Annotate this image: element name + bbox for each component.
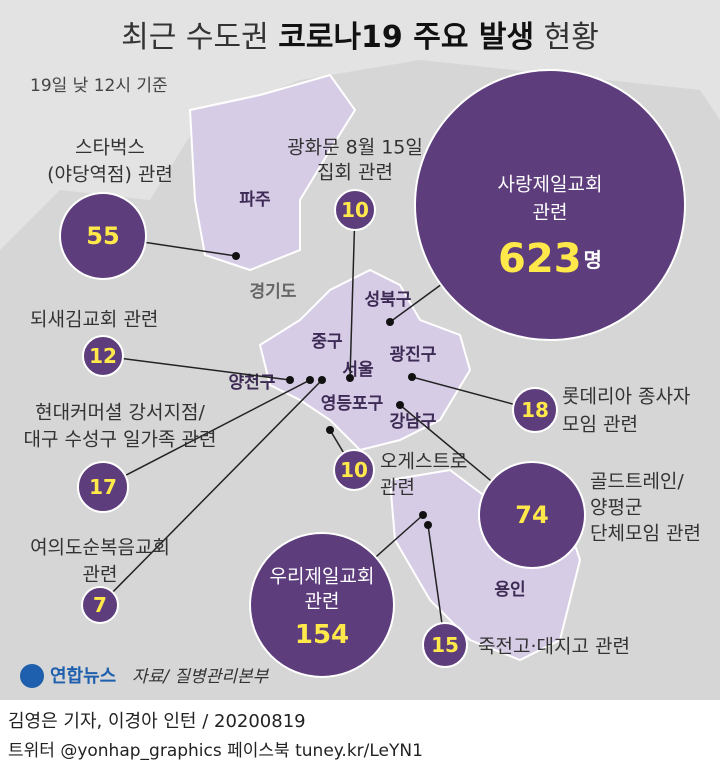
dot xyxy=(232,252,240,260)
bubble xyxy=(333,449,375,491)
bubble xyxy=(249,532,395,678)
bubble xyxy=(422,622,468,668)
bubble xyxy=(59,192,147,280)
dot xyxy=(286,376,294,384)
cluster-label: 현대커머셜 강서지점/ xyxy=(35,402,205,424)
dot xyxy=(419,511,427,519)
cluster-label: 대구 수성구 일가족 관련 xyxy=(24,429,217,451)
cluster-label: 오게스트로 xyxy=(380,451,467,473)
value: 15 xyxy=(431,633,459,657)
region-label: 영등포구 xyxy=(321,394,384,414)
dot xyxy=(424,521,432,529)
cluster-label: (야당역점) 관련 xyxy=(47,164,173,186)
bubble xyxy=(414,69,686,341)
cluster-value: 12 xyxy=(89,344,117,368)
region-label: 양천구 xyxy=(229,373,276,393)
value: 7 xyxy=(93,593,107,617)
source: 자료/ 질병관리본부 xyxy=(132,667,270,687)
unit: 명 xyxy=(584,248,602,272)
cluster-value: 18 xyxy=(521,398,549,422)
cluster-label: 집회 관련 xyxy=(317,162,393,184)
region-label: 성북구 xyxy=(365,290,412,310)
title-part: 최근 수도권 xyxy=(121,20,269,55)
value: 10 xyxy=(341,198,369,222)
cluster-label: 관련 xyxy=(380,477,415,499)
value: 12 xyxy=(89,344,117,368)
bubble xyxy=(82,335,124,377)
cluster-label: 스타벅스 xyxy=(75,137,145,159)
region-label: 용인 xyxy=(494,580,525,600)
logo-icon xyxy=(20,664,44,688)
title-part: 코로나19 주요 발생 xyxy=(278,20,534,55)
paju-area xyxy=(188,73,357,272)
bubble xyxy=(478,461,586,569)
note: 19일 낮 12시 기준 xyxy=(30,76,168,96)
value: 623 xyxy=(498,236,582,282)
cluster-label: 롯데리아 종사자 xyxy=(562,386,690,408)
region-label: 경기도 xyxy=(250,282,297,302)
cluster-value: 10 xyxy=(340,458,368,482)
dot xyxy=(306,376,314,384)
dot xyxy=(386,318,394,326)
cluster-value: 623 명 xyxy=(498,236,602,282)
dot xyxy=(326,426,334,434)
cluster-value: 15 xyxy=(431,633,459,657)
cluster-value: 55 xyxy=(86,222,119,250)
cluster-label: 사랑제일교회 xyxy=(498,174,603,196)
cluster-label: 되새김교회 관련 xyxy=(30,309,158,331)
title-part: 현황 xyxy=(544,20,599,55)
bubble xyxy=(512,387,558,433)
logo: 연합뉴스 xyxy=(50,665,116,687)
cluster-label: 광화문 8월 15일 xyxy=(287,137,423,159)
cluster-label: 골드트레인/ xyxy=(590,471,684,493)
cluster-value: 17 xyxy=(89,475,117,499)
cluster-label: 죽전고·대지고 관련 xyxy=(478,636,630,658)
cluster-value: 10 xyxy=(341,198,369,222)
social: 트위터 @yonhap_graphics 페이스북 tuney.kr/LeYN1 xyxy=(8,741,423,761)
cluster-value: 154 xyxy=(295,620,349,650)
region-label: 광진구 xyxy=(390,345,437,365)
bubble xyxy=(81,586,119,624)
connector xyxy=(102,355,291,381)
cluster-label: 관련 xyxy=(305,591,340,613)
credit: 김영은 기자, 이경아 인턴 / 20200819 xyxy=(8,711,306,732)
connector xyxy=(349,209,356,379)
value: 17 xyxy=(89,475,117,499)
value: 154 xyxy=(295,620,349,650)
region-label: 강남구 xyxy=(390,412,437,432)
cluster-label: 양평군 xyxy=(590,497,642,519)
region-label: 파주 xyxy=(239,190,271,210)
cluster-label: 모임 관련 xyxy=(562,414,638,436)
dot xyxy=(318,376,326,384)
dot xyxy=(408,373,416,381)
value: 18 xyxy=(521,398,549,422)
cluster-label: 단체모임 관련 xyxy=(590,523,701,545)
dot xyxy=(396,401,404,409)
value: 55 xyxy=(86,222,119,250)
seoul-area xyxy=(258,268,472,452)
footer-bg xyxy=(0,700,720,767)
dot xyxy=(346,374,354,382)
cluster-label: 우리제일교회 xyxy=(270,566,375,588)
connector xyxy=(102,379,311,488)
cluster-value: 74 xyxy=(515,501,548,529)
connector xyxy=(99,379,323,606)
cluster-value: 7 xyxy=(93,593,107,617)
title: 최근 수도권 코로나19 주요 발생 현황 xyxy=(121,20,599,55)
cluster-label: 여의도순복음교회 xyxy=(30,537,170,559)
region-label: 중구 xyxy=(311,332,343,352)
value: 10 xyxy=(340,458,368,482)
bubble xyxy=(77,461,129,513)
bubble xyxy=(334,189,376,231)
cluster-label: 관련 xyxy=(83,564,118,586)
value: 74 xyxy=(515,501,548,529)
cluster-label: 관련 xyxy=(533,202,568,224)
